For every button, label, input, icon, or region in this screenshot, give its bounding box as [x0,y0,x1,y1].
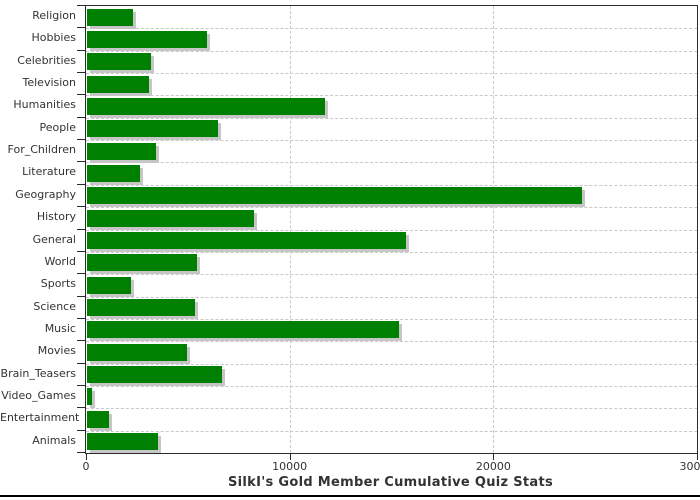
horizontal-gridline [86,28,697,30]
y-axis-tick [77,317,86,319]
bar [87,53,152,71]
bar [87,343,187,361]
y-axis-tick [77,407,86,409]
category-label: Hobbies [31,31,76,45]
y-axis-tick [77,273,86,275]
chart-title: SilkI's Gold Member Cumulative Quiz Stat… [227,475,554,490]
x-axis-tick [86,453,87,460]
horizontal-gridline [86,162,697,164]
bar [87,276,131,294]
horizontal-gridline [86,318,697,320]
bar [87,366,223,384]
x-axis-tick-label: 10000 [272,460,308,473]
horizontal-gridline [86,117,697,119]
bar [87,299,195,317]
horizontal-gridline [86,363,697,365]
y-axis-tick [77,161,86,163]
y-axis-tick [77,250,86,252]
category-label: Humanities [13,98,76,112]
bar [87,209,254,227]
x-axis-tick-label: 20000 [475,460,511,473]
y-axis-tick [77,5,86,6]
category-label: Geography [15,187,76,201]
horizontal-gridline [86,408,697,410]
horizontal-gridline [86,73,697,75]
y-axis-tick [77,295,86,297]
category-label: Video_Games [1,388,76,402]
category-label: Animals [32,433,76,447]
bar [87,232,406,249]
horizontal-gridline [86,140,697,142]
bar [87,142,157,160]
bar [87,321,399,339]
y-axis-tick [77,183,86,185]
category-label: Music [44,321,76,335]
y-axis-tick [77,139,86,141]
y-axis-tick [77,206,86,208]
y-axis-tick [77,340,86,342]
category-label: Religion [32,9,76,22]
category-label: Entertainment [0,411,80,425]
category-label: Television [22,76,77,90]
x-axis-tick-label: 30000 [679,460,700,473]
horizontal-gridline [86,229,697,231]
bar [87,97,326,115]
x-axis-tick [289,453,291,460]
y-axis-tick [77,452,86,453]
category-label: Literature [22,165,76,179]
bottom-border-line [0,495,700,497]
horizontal-gridline [86,341,697,343]
plot-area [85,5,698,454]
y-axis-tick [77,384,86,386]
x-axis-tick-label: 0 [82,460,90,473]
y-axis-tick [77,116,86,118]
y-axis-tick [77,72,86,74]
bar [87,30,208,48]
category-label: General [32,232,76,246]
category-label: People [39,120,76,134]
bar [87,120,219,138]
bar [87,410,110,428]
category-label: World [44,254,76,268]
bar [87,187,582,205]
horizontal-gridline [86,430,697,432]
category-label: History [36,210,76,224]
y-axis-tick [77,94,86,96]
bar [87,164,140,182]
horizontal-gridline [86,385,697,387]
category-label: Science [33,299,76,313]
bar [87,388,93,406]
horizontal-gridline [86,274,697,276]
x-axis-tick [697,453,698,460]
horizontal-gridline [86,50,697,52]
bar [87,8,133,26]
horizontal-gridline [86,251,697,253]
category-label: Celebrities [17,53,76,67]
horizontal-gridline [86,207,697,209]
horizontal-gridline [86,95,697,97]
category-label: Movies [37,344,76,358]
y-axis-tick [77,228,86,230]
category-label: Sports [40,277,76,291]
y-axis-tick [77,362,86,364]
y-axis-tick [77,49,86,51]
x-axis-tick [493,453,495,460]
bar [87,433,159,451]
bar [87,254,197,272]
y-axis-tick [77,429,86,431]
y-axis-tick [77,27,86,29]
category-label: Brain_Teasers [0,366,76,380]
category-label: For_Children [7,143,76,157]
horizontal-gridline [86,184,697,186]
horizontal-gridline [86,296,697,298]
bar [87,75,150,93]
